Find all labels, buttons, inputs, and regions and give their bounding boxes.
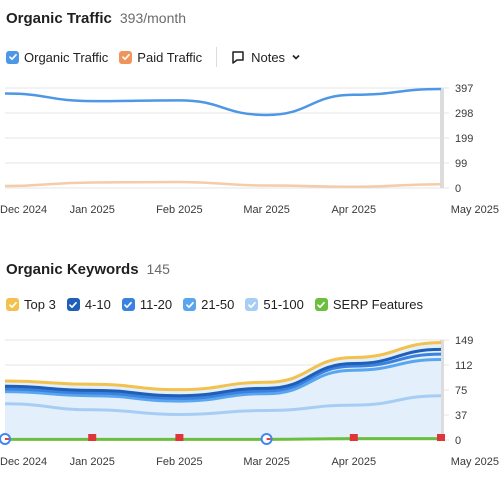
- google-update-icon[interactable]: [0, 433, 11, 445]
- chevron-down-icon: [291, 52, 301, 62]
- note-icon: [231, 50, 245, 64]
- checkbox-icon[interactable]: [119, 50, 133, 64]
- y-tick-label: 112: [455, 360, 473, 372]
- notes-label: Notes: [251, 49, 286, 65]
- series-line-organic-traffic: [4, 87, 442, 117]
- x-tick-label: Mar 2025: [243, 456, 289, 468]
- x-tick-label: Apr 2025: [331, 456, 376, 468]
- x-tick-label: Feb 2025: [156, 204, 202, 216]
- legend-label: 21-50: [201, 297, 235, 312]
- traffic-legend: Organic Traffic Paid Traffic Notes: [6, 47, 301, 67]
- y-tick-label: 149: [455, 335, 473, 347]
- event-flag-icon[interactable]: [349, 434, 358, 441]
- series-line-51-100: [4, 394, 442, 416]
- x-tick-label: May 2025: [451, 204, 499, 216]
- organic-traffic-header: Organic Traffic 393/month: [6, 10, 186, 27]
- checkbox-icon[interactable]: [6, 50, 19, 64]
- x-tick-label: Apr 2025: [331, 204, 376, 216]
- legend-21-50[interactable]: 21-50: [183, 297, 234, 312]
- event-flag-icon[interactable]: [437, 434, 445, 441]
- legend-label: Organic Traffic: [24, 49, 109, 65]
- legend-11-20[interactable]: 11-20: [121, 297, 173, 312]
- checkbox-icon[interactable]: [314, 298, 328, 311]
- legend-label: 4-10: [84, 297, 111, 312]
- keywords-legend: Top 3 4-10 11-20 21-50 51-100 SERP Features: [6, 297, 434, 312]
- x-tick-label: Dec 2024: [0, 204, 47, 216]
- checkbox-icon[interactable]: [6, 298, 19, 311]
- y-tick-label: 199: [455, 133, 473, 145]
- legend-organic-traffic[interactable]: Organic Traffic: [6, 50, 108, 65]
- legend-label: Paid Traffic: [137, 49, 203, 65]
- y-tick-label: 0: [455, 183, 461, 195]
- x-tick-label: Jan 2025: [70, 204, 115, 216]
- series-line-paid-traffic: [4, 180, 442, 188]
- x-tick-label: Dec 2024: [0, 456, 47, 468]
- organic-traffic-chart[interactable]: 397 298 199 99 0 Dec 2024 Jan 2025 Feb 2025 Mar …: [0, 78, 499, 218]
- series-line-11-20: [4, 352, 442, 400]
- series-line-serp-features: [5, 437, 441, 441]
- y-tick-label: 37: [455, 410, 467, 422]
- y-tick-label: 0: [455, 435, 461, 447]
- y-tick-label: 397: [455, 83, 473, 95]
- legend-label: 51-100: [263, 297, 304, 312]
- x-tick-label: Jan 2025: [70, 456, 115, 468]
- legend-divider: [216, 47, 218, 67]
- legend-label: SERP Features: [332, 297, 423, 312]
- x-tick-label: Mar 2025: [243, 204, 289, 216]
- legend-label: 11-20: [139, 297, 173, 312]
- legend-label: Top 3: [24, 297, 56, 312]
- legend-top-3[interactable]: Top 3: [6, 297, 56, 312]
- chart-edge-handle: [440, 88, 444, 188]
- legend-4-10[interactable]: 4-10: [66, 297, 111, 312]
- legend-51-100[interactable]: 51-100: [245, 297, 304, 312]
- y-tick-label: 99: [455, 158, 467, 170]
- series-line-top-3: [4, 341, 442, 392]
- google-update-icon[interactable]: [260, 433, 273, 445]
- checkbox-icon[interactable]: [121, 298, 135, 311]
- organic-keywords-header: Organic Keywords 145: [6, 261, 170, 278]
- notes-dropdown[interactable]: Notes: [231, 50, 301, 65]
- event-flag-icon[interactable]: [175, 434, 184, 441]
- section-title: Organic Traffic: [6, 10, 112, 27]
- chart-edge-handle: [440, 340, 444, 440]
- x-tick-label: Feb 2025: [156, 456, 202, 468]
- organic-keywords-chart[interactable]: 149 112 75 37 0 Dec 2024 Jan 2025 Feb 2025 Mar 2…: [0, 330, 499, 470]
- legend-paid-traffic[interactable]: Paid Traffic: [119, 50, 202, 65]
- traffic-summary: 393/month: [119, 10, 187, 26]
- x-tick-label: May 2025: [451, 456, 499, 468]
- checkbox-icon[interactable]: [245, 298, 259, 311]
- section-title: Organic Keywords: [6, 261, 139, 278]
- y-tick-label: 75: [455, 385, 467, 397]
- keywords-count: 145: [146, 261, 170, 277]
- event-flag-icon[interactable]: [88, 434, 97, 441]
- legend-serp-features[interactable]: SERP Features: [314, 297, 423, 312]
- checkbox-icon[interactable]: [66, 298, 80, 311]
- checkbox-icon[interactable]: [183, 298, 197, 311]
- y-tick-label: 298: [455, 108, 473, 120]
- series-line-21-50: [4, 357, 442, 403]
- series-line-4-10: [4, 347, 442, 398]
